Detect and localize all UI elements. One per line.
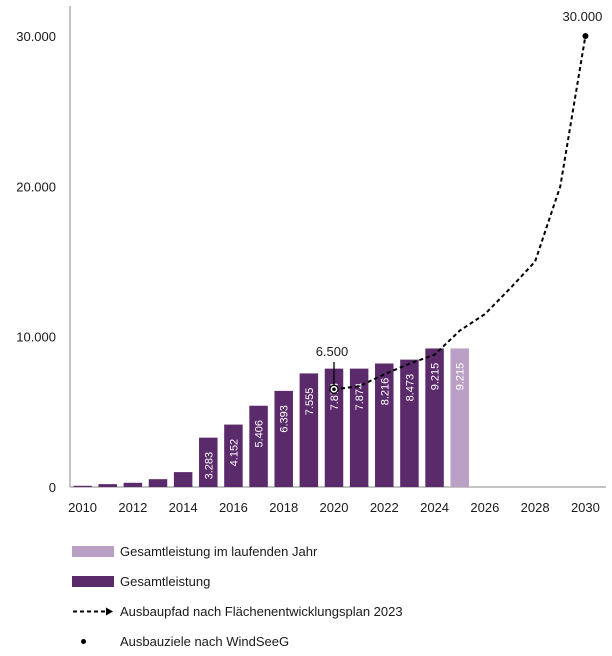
y-tick-label: 0 [49,480,56,495]
legend-item-targets: Ausbauziele nach WindSeeG [72,626,403,656]
bar-installed [173,472,193,487]
x-tick-label: 2010 [68,500,97,515]
bar-installed [299,373,319,487]
legend-item-installed: Gesamtleistung [72,566,403,596]
legend-swatch-targets [72,636,114,647]
legend-swatch-installed [72,575,114,587]
target-point [582,33,589,39]
x-tick-label: 2012 [118,500,147,515]
legend-label-targets: Ausbauziele nach WindSeeG [120,633,290,649]
bar-current-year [450,348,469,487]
legend-item-current-year: Gesamtleistung im laufenden Jahr [72,536,403,566]
bar-value-label: 5.406 [254,420,266,448]
target-value-label: 6.500 [316,344,349,359]
bar-installed [400,359,419,487]
target-point-center [332,387,336,392]
bar-installed [349,368,369,487]
bar-value-label: 7.555 [304,388,316,416]
x-tick-label: 2022 [370,500,399,515]
bar-value-label: 6.393 [279,405,291,433]
bar-installed [249,405,268,487]
x-tick-label: 2026 [470,500,499,515]
bar-installed [324,368,344,487]
x-tick-label: 2024 [420,500,449,515]
legend-swatch-path [73,607,113,615]
bar-installed [73,485,92,487]
legend: Gesamtleistung im laufenden Jahr Gesamtl… [72,536,403,656]
x-tick-label: 2028 [521,500,550,515]
bar-value-label: 7.874 [354,383,366,411]
bar-value-label: 8.216 [379,378,391,406]
legend-label-current-year: Gesamtleistung im laufenden Jahr [120,543,318,559]
bar-installed [375,363,394,487]
bar-installed [123,482,143,487]
y-tick-label: 20.000 [16,179,56,194]
legend-label-installed: Gesamtleistung [120,573,211,589]
bar-installed [98,484,117,487]
x-tick-label: 2030 [571,500,600,515]
expansion-path-line [333,35,587,391]
bar-installed [148,479,168,487]
x-tick-label: 2014 [169,500,198,515]
offshore-wind-chart: 0 10.000 20.000 30.000 2010 2012 2014 2016 2018 2… [16,6,606,515]
legend-item-path: Ausbaupfad nach Flächenentwicklungsplan … [72,596,403,626]
x-tick-label: 2020 [320,500,349,515]
bar-installed [224,424,243,487]
bar-value-label: 9.215 [455,363,467,391]
bar-installed [274,390,293,487]
legend-label-path: Ausbaupfad nach Flächenentwicklungsplan … [120,603,403,619]
y-tick-label: 30.000 [16,29,56,44]
bar-value-label: 9.215 [430,363,442,391]
x-tick-label: 2016 [219,500,248,515]
bar-installed [199,437,218,487]
y-tick-label: 10.000 [16,330,56,345]
target-value-label: 30.000 [563,9,603,24]
legend-swatch-current-year [72,545,114,557]
x-tick-label: 2018 [269,500,298,515]
bar-value-label: 4.152 [228,439,240,467]
bar-value-label: 3.283 [203,452,215,480]
bar-installed [425,348,444,487]
bar-value-label: 8.473 [404,374,416,402]
